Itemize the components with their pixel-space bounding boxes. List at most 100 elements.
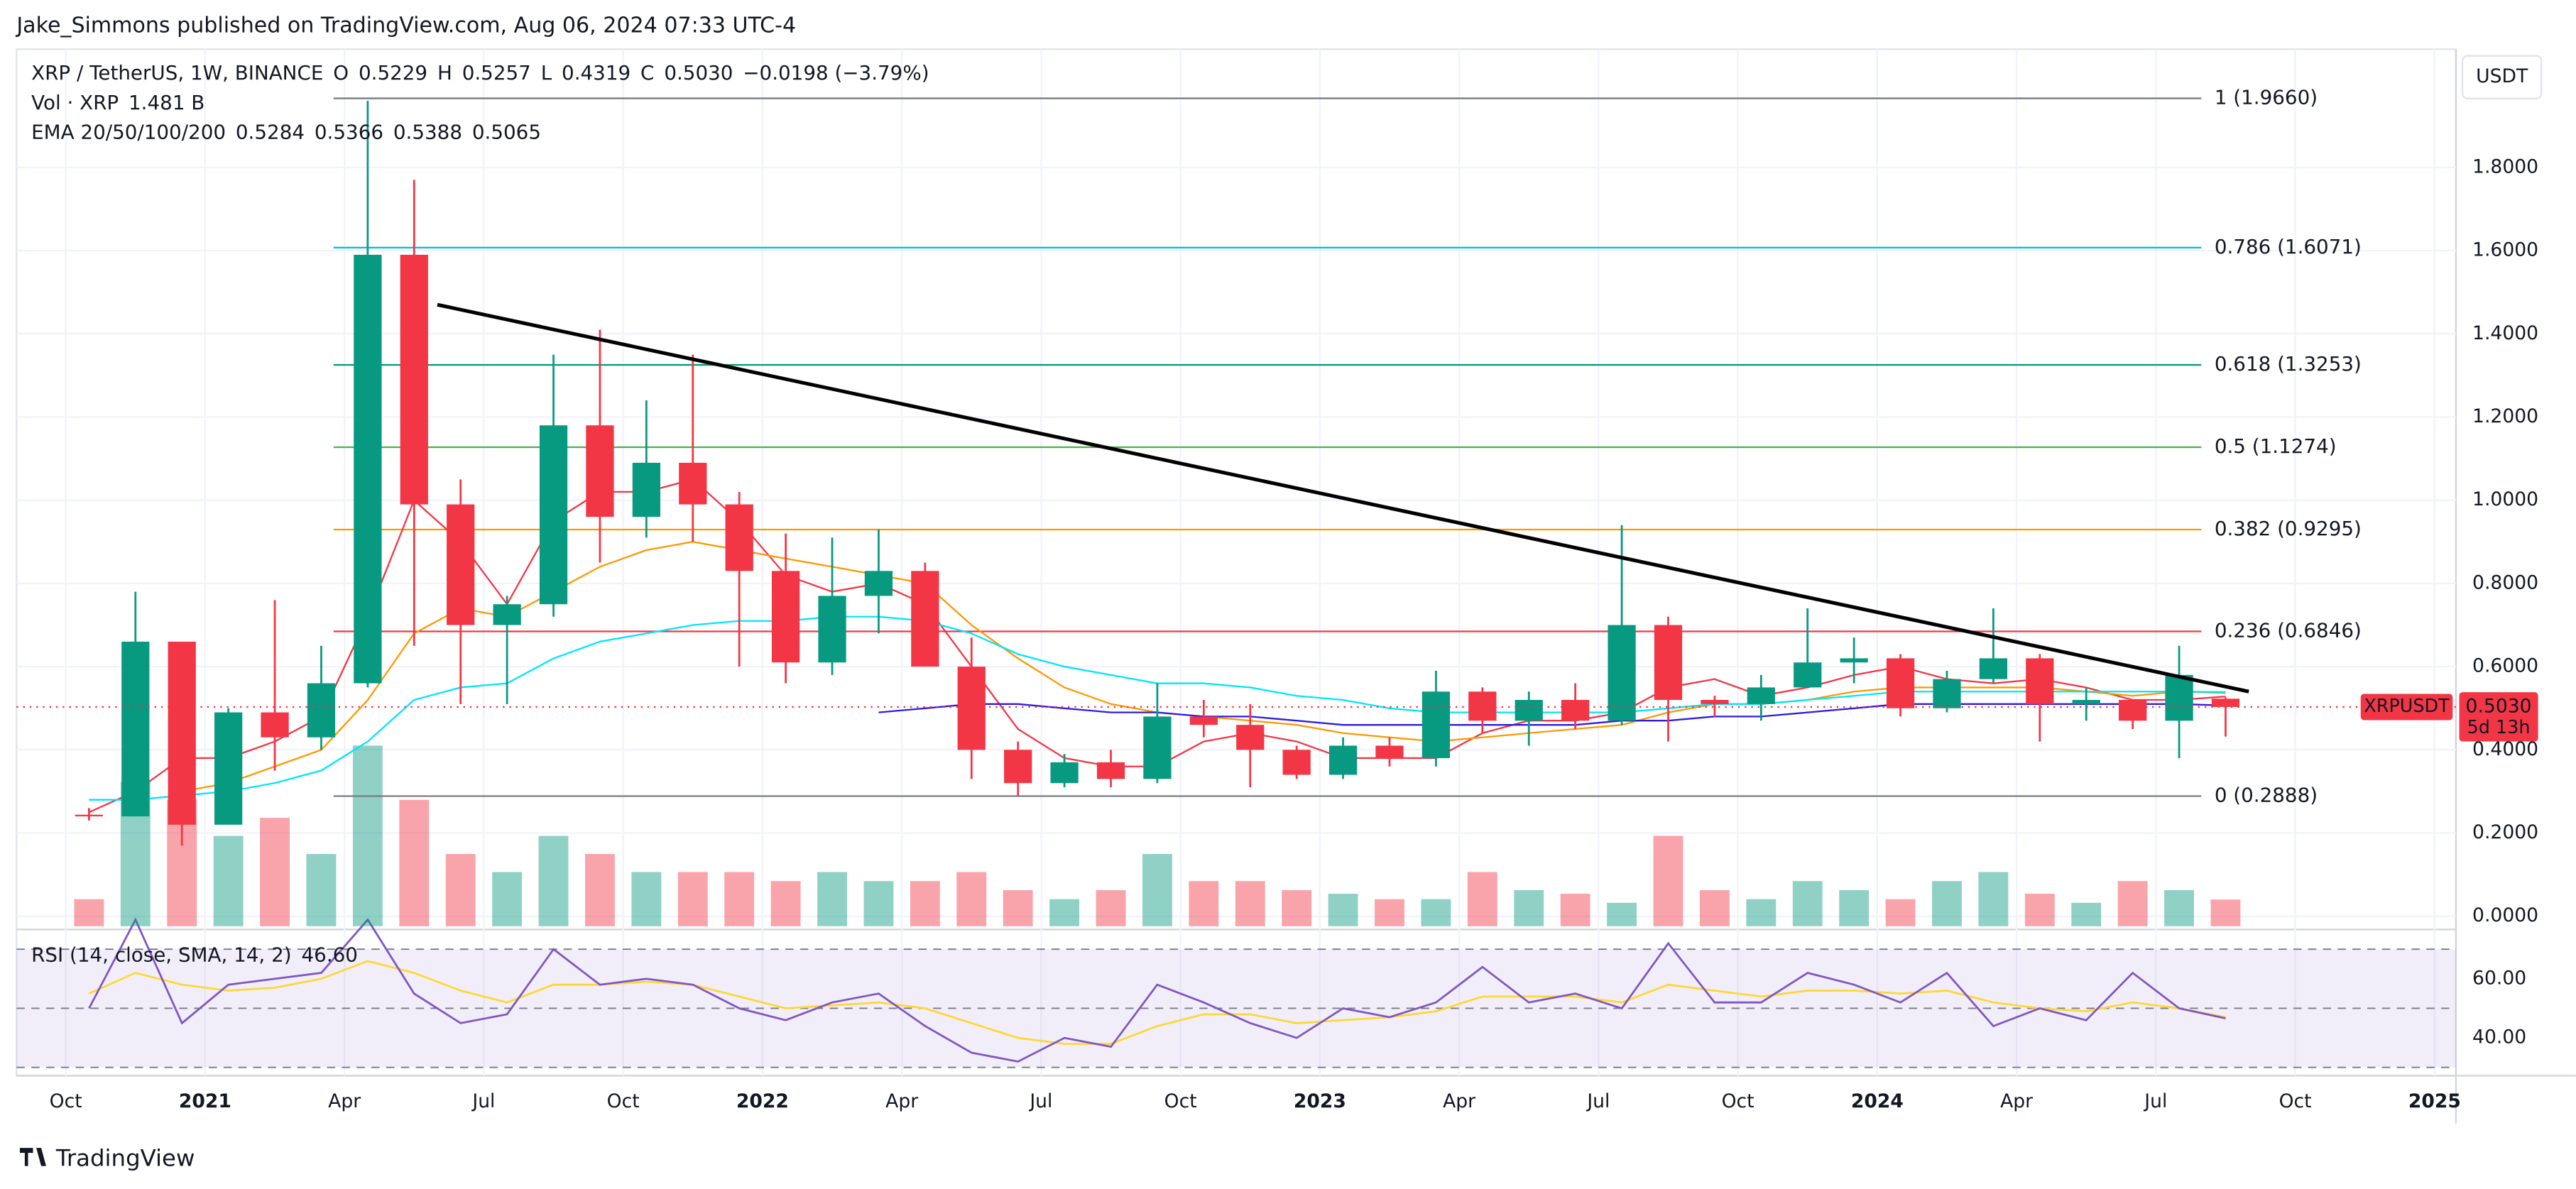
y-tick-label: 1.4000 xyxy=(2472,322,2538,344)
countdown-label: 5d 13h xyxy=(2467,716,2531,738)
volume-bar xyxy=(2210,899,2241,926)
volume-bar xyxy=(2024,894,2055,926)
volume-bar xyxy=(492,872,523,926)
ohlc-key: O xyxy=(333,61,349,84)
x-tick-label: Apr xyxy=(1443,1090,1475,1112)
candle-body xyxy=(957,667,986,750)
x-tick-label: Oct xyxy=(50,1090,82,1112)
candle-body xyxy=(586,425,614,517)
candle-body xyxy=(2211,698,2240,707)
chart-layer: 0.0000 0.2000 0.4000 0.6000 0.8000 1.0000 1.20… xyxy=(16,49,2538,1112)
candle-body xyxy=(864,571,893,596)
candle-body xyxy=(1608,625,1636,721)
ema-value: 0.5366 xyxy=(315,120,383,143)
trendline xyxy=(437,302,2249,694)
x-tick-label: Oct xyxy=(2279,1090,2312,1112)
candle-body xyxy=(2165,674,2193,721)
x-tick-label: Jul xyxy=(1586,1090,1610,1112)
x-tick-label: Apr xyxy=(328,1090,361,1112)
candle-body xyxy=(307,683,336,738)
candle-body xyxy=(1840,658,1868,663)
volume-bar xyxy=(1746,899,1777,926)
candle-body xyxy=(447,504,475,625)
candle-body xyxy=(1561,699,1590,721)
y-tick-label: 0.6000 xyxy=(2472,655,2538,677)
candle-body xyxy=(1004,750,1032,784)
ohlc-value: 0.4319 xyxy=(562,61,631,84)
volume-bar xyxy=(677,872,708,926)
candle-body xyxy=(1328,745,1358,775)
candle-body xyxy=(354,254,382,684)
volume-bar xyxy=(1096,889,1126,926)
rsi-tick-label: 40.00 xyxy=(2472,1026,2526,1048)
y-tick-label: 1.6000 xyxy=(2472,239,2538,261)
volume-bar xyxy=(445,854,476,926)
x-tick-label: Oct xyxy=(1722,1090,1754,1112)
ohlc-value: 0.5257 xyxy=(462,61,531,84)
candle-body xyxy=(1979,658,2008,679)
ohlc-value: 0.5030 xyxy=(664,61,733,84)
fib-label: 0.5 (1.1274) xyxy=(2215,434,2337,458)
volume-bar xyxy=(817,872,847,926)
candle-body xyxy=(679,462,707,505)
publisher-line: Jake_Simmons published on TradingView.co… xyxy=(15,13,796,38)
price-tag-label: 0.5030 xyxy=(2466,695,2532,717)
candle-body xyxy=(818,596,846,663)
candle-body xyxy=(2026,658,2054,704)
candle-body xyxy=(1375,745,1404,759)
candle-body xyxy=(121,641,150,817)
x-tick-label: 2022 xyxy=(736,1090,789,1112)
y-tick-label: 0.4000 xyxy=(2472,738,2538,760)
volume-bar xyxy=(724,872,755,926)
volume-bar xyxy=(2117,881,2148,926)
volume-bar xyxy=(1375,899,1404,926)
volume-bar xyxy=(1235,881,1265,926)
x-tick-label: 2021 xyxy=(179,1090,231,1112)
volume-bar xyxy=(956,872,987,926)
candle-body xyxy=(1701,699,1729,704)
x-tick-label: Apr xyxy=(885,1090,918,1112)
symbol-tag xyxy=(2360,694,2453,720)
candle-body xyxy=(1096,762,1125,779)
x-tick-label: Apr xyxy=(2000,1090,2033,1112)
fib-label: 1 (1.9660) xyxy=(2215,86,2318,109)
volume-bar xyxy=(1560,894,1590,926)
ema-line xyxy=(878,703,2226,726)
candle-body xyxy=(1421,691,1451,759)
volume-bar xyxy=(2164,889,2194,926)
volume-bar xyxy=(1189,881,1219,926)
volume-bar xyxy=(538,835,569,926)
ohlc-key: L xyxy=(541,61,552,84)
volume-bar xyxy=(1467,872,1497,926)
volume-bar xyxy=(352,745,383,926)
ema-value: 0.5388 xyxy=(393,120,462,143)
candle-body xyxy=(1515,699,1543,721)
y-tick-label: 0.2000 xyxy=(2472,821,2538,843)
volume-bar xyxy=(1421,899,1451,926)
rsi-line xyxy=(88,917,2226,1063)
volume-bar xyxy=(1653,835,1683,926)
y-tick-label: 0.8000 xyxy=(2472,571,2538,593)
tradingview-logo[interactable]: TradingView xyxy=(19,1144,195,1171)
volume-legend: Vol · XRP xyxy=(31,91,119,114)
currency-box[interactable] xyxy=(2462,55,2543,99)
candle-body xyxy=(1050,762,1079,784)
x-tick-label: Jul xyxy=(1028,1090,1052,1112)
volume-bar xyxy=(1792,881,1823,926)
candle-body xyxy=(493,604,521,625)
volume-bar xyxy=(1282,889,1312,926)
candle-body xyxy=(539,425,568,605)
candle-body xyxy=(261,712,289,738)
volume-bar xyxy=(1607,902,1637,926)
candle-body xyxy=(1282,750,1311,775)
x-tick-label: 2024 xyxy=(1851,1090,1904,1112)
volume-bar xyxy=(910,881,940,926)
fib-label: 0.236 (0.6846) xyxy=(2215,619,2362,642)
candle-body xyxy=(1189,716,1218,725)
ohlc-key: H xyxy=(437,61,452,84)
volume-last: 1.481 B xyxy=(129,91,204,114)
rsi-legend: RSI (14, close, SMA, 14, 2) xyxy=(31,943,291,966)
candle-body xyxy=(168,641,196,825)
x-tick-label: Oct xyxy=(607,1090,640,1112)
